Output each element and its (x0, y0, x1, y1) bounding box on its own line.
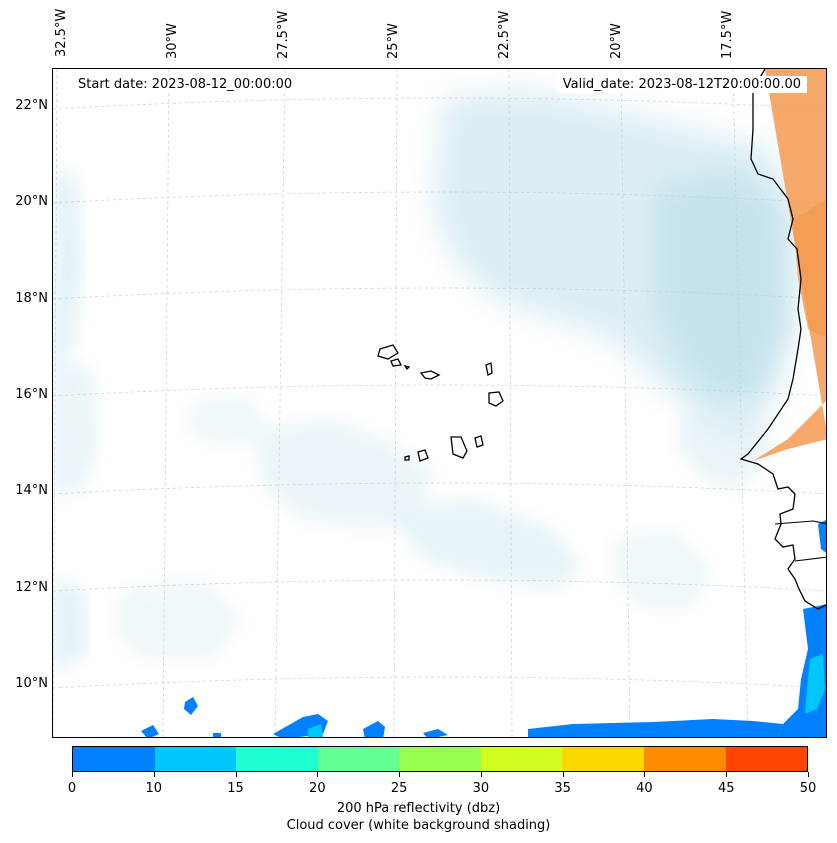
reflectivity-colorbar (72, 746, 808, 772)
colorbar-tick-mark (72, 772, 73, 777)
coastline-detail-1 (774, 520, 826, 525)
cloud-region-northeast-core (653, 169, 788, 409)
island-maio (474, 435, 484, 448)
cloud-region-east-lower (678, 399, 773, 489)
colorbar-segment-8 (725, 747, 808, 771)
coastline-detail-2 (794, 556, 826, 562)
parallel-14n (53, 482, 826, 495)
island-brava (404, 455, 410, 461)
cloud-cover-layer (53, 89, 798, 669)
colorbar-tick-label: 10 (145, 781, 163, 796)
colorbar-tick-mark (644, 772, 646, 777)
lat-label-18n: 18°N (15, 291, 48, 306)
colorbar-tick-mark (235, 772, 237, 777)
meridian-30w (162, 69, 170, 737)
reflectivity-coast-top (818, 520, 826, 553)
reflectivity-coast-core (805, 654, 825, 714)
graticule (53, 69, 826, 737)
island-sal (485, 362, 493, 376)
meridian-22-5w (508, 69, 513, 737)
lon-label-17-5w: 17.5°W (720, 10, 735, 59)
map-panel[interactable] (52, 68, 827, 738)
reflectivity-south-band (528, 719, 783, 737)
cloud-region-south-right (613, 529, 713, 609)
colorbar-tick-mark (808, 772, 809, 777)
parallel-22n (53, 97, 826, 110)
lon-label-20w: 20°W (609, 23, 624, 59)
island-santiago (450, 436, 468, 459)
colorbar-tick-label: 15 (227, 781, 244, 796)
colorbar-subtitle: Cloud cover (white background shading) (286, 818, 551, 833)
colorbar-tick-mark (153, 772, 155, 777)
colorbar-tick-label: 50 (799, 781, 817, 796)
lat-label-20n: 20°N (15, 194, 48, 209)
reflectivity-blob-5 (213, 733, 221, 737)
meridian-25w (393, 69, 398, 737)
colorbar-tick-label: 30 (472, 781, 490, 796)
valid-date-label: Valid_date: 2023-08-12T20:00:00.00 (556, 76, 807, 93)
cloud-region-west-mid (53, 359, 98, 499)
colorbar-tick-label: 35 (554, 781, 571, 796)
lat-label-16n: 16°N (15, 387, 48, 402)
meridian-17-5w (732, 69, 749, 737)
reflectivity-layer (141, 520, 826, 737)
africa-land-shading-core (793, 200, 826, 338)
colorbar-segment-0 (73, 747, 155, 771)
colorbar-segment-4 (399, 747, 481, 771)
colorbar-tick-label: 25 (390, 781, 408, 796)
lat-label-12n: 12°N (15, 580, 48, 595)
cloud-region-central (253, 419, 433, 529)
island-boa-vista (488, 391, 504, 407)
lon-label-32-5w: 32.5°W (54, 8, 69, 57)
reflectivity-south-core (308, 724, 323, 737)
colorbar-segment-3 (317, 747, 400, 771)
africa-land-shading (753, 69, 826, 461)
colorbar-tick-label: 20 (309, 781, 326, 796)
colorbar-tick-label: 45 (717, 781, 735, 796)
lon-label-27-5w: 27.5°W (276, 10, 291, 59)
map-canvas (53, 69, 826, 737)
colorbar-tick-mark (317, 772, 319, 777)
cloud-region-west-edge (53, 169, 83, 369)
cloud-region-southwest (53, 579, 88, 669)
island-santo-antao (377, 344, 399, 360)
cloud-region-mid-west (183, 394, 268, 449)
cloud-region-west-south (113, 579, 243, 659)
meridian-27-5w (274, 69, 286, 737)
island-sao-vicente (390, 358, 402, 367)
colorbar-segment-2 (236, 747, 318, 771)
lon-label-22-5w: 22.5°W (497, 10, 512, 59)
reflectivity-blob-1 (141, 725, 159, 737)
colorbar-tick-mark (562, 772, 564, 777)
island-santa-luzia (403, 364, 411, 371)
colorbar-segment-6 (562, 747, 644, 771)
reflectivity-blob-4 (423, 729, 448, 737)
start-date-label: Start date: 2023-08-12_00:00:00 (72, 76, 299, 93)
africa-coastline (739, 69, 826, 610)
colorbar-tick-label: 40 (636, 781, 653, 796)
colorbar-tick-label: 0 (67, 781, 77, 796)
colorbar-segment-5 (480, 747, 563, 771)
cape-verde-islands (377, 344, 504, 462)
lat-label-22n: 22°N (15, 98, 48, 113)
colorbar-segment-7 (643, 747, 726, 771)
colorbar-title: 200 hPa reflectivity (dbz) (336, 801, 501, 816)
cloud-region-south-central (383, 499, 583, 589)
island-sao-nicolau (419, 370, 441, 380)
parallel-10n (53, 676, 826, 689)
lon-label-30w: 30°W (165, 23, 180, 59)
reflectivity-blob-2 (184, 697, 198, 715)
island-fogo (417, 449, 429, 462)
meridian-20w (620, 69, 631, 737)
lat-label-14n: 14°N (15, 483, 48, 498)
lat-label-10n: 10°N (15, 676, 48, 691)
meridian-32-5w (53, 69, 58, 737)
colorbar-segment-1 (154, 747, 237, 771)
lon-label-25w: 25°W (386, 23, 401, 59)
colorbar-tick-mark (399, 772, 401, 777)
reflectivity-blob-3 (363, 721, 385, 737)
colorbar-tick-mark (480, 772, 482, 777)
colorbar-tick-mark (726, 772, 728, 777)
